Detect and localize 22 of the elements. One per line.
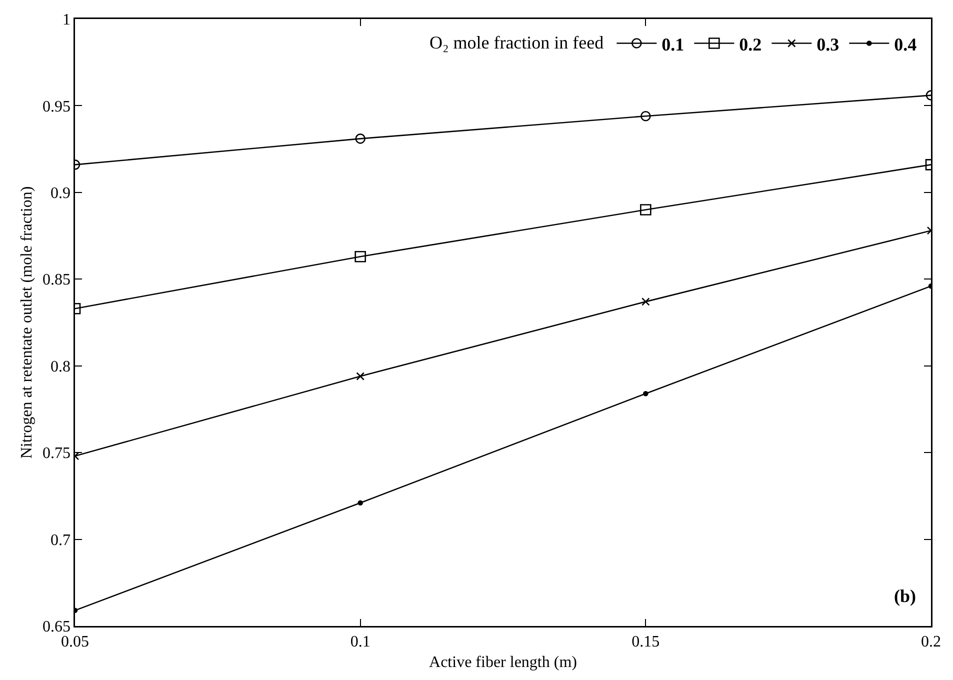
- x-tick-label: 0.15: [632, 634, 660, 650]
- x-tick-label: 0.05: [61, 634, 89, 650]
- legend-label: 0.2: [739, 34, 762, 54]
- x-axis-title: Active fiber length (m): [429, 654, 577, 672]
- y-tick-label: 0.9: [50, 185, 70, 202]
- y-tick-label: 0.85: [42, 272, 70, 289]
- y-tick-label: 0.7: [50, 532, 70, 549]
- legend-label: 0.3: [816, 34, 840, 54]
- point: [358, 500, 363, 506]
- y-tick-label: 0.65: [42, 618, 70, 636]
- legend-label: 0.1: [662, 34, 684, 54]
- y-axis-title: Nitrogen at retentate outlet (mole fraction): [18, 186, 36, 459]
- legend-label: 0.4: [894, 34, 917, 54]
- legend-title: O₂ mole fraction in feed: [429, 32, 604, 52]
- y-tick-label: 1: [62, 12, 70, 29]
- x-tick-label: 0.1: [350, 634, 370, 650]
- point: [643, 390, 648, 396]
- annotation: (b): [894, 586, 916, 606]
- y-tick-label: 0.75: [42, 445, 70, 462]
- x-tick-label: 0.2: [921, 634, 941, 650]
- y-tick-label: 0.8: [50, 358, 70, 376]
- y-tick-label: 0.95: [42, 98, 70, 116]
